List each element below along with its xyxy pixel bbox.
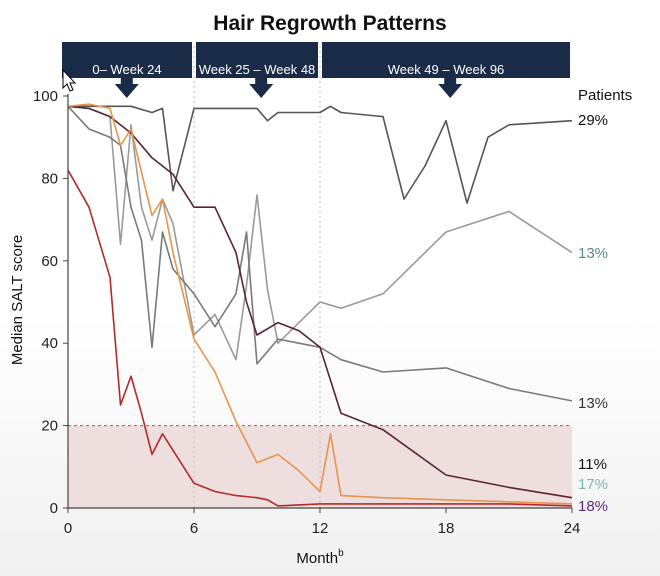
period-dividers xyxy=(193,46,321,508)
period-box xyxy=(322,42,570,78)
x-tick-label: 0 xyxy=(64,520,72,537)
series-line xyxy=(67,105,573,361)
threshold-region xyxy=(68,425,572,508)
y-tick-label: 80 xyxy=(41,170,58,187)
x-axis-label-superscript: b xyxy=(338,548,344,559)
x-axis-label: Monthb xyxy=(296,548,344,567)
period-arrow-icon xyxy=(114,78,139,98)
legend-title: Patients xyxy=(578,87,632,104)
series-line xyxy=(68,105,573,204)
series-line xyxy=(67,105,573,402)
series-line xyxy=(67,169,573,507)
period-box xyxy=(62,42,192,78)
y-axis-label: Median SALT score xyxy=(9,235,26,365)
period-label: Week 49 – Week 96 xyxy=(388,62,505,77)
series-percent-label: 11% xyxy=(578,456,607,473)
mouse-cursor-icon xyxy=(62,68,77,92)
series-labels: 29% 13% 13% 11% 17% 18% xyxy=(578,112,608,515)
x-axis-label-text: Month xyxy=(296,550,338,567)
series-line xyxy=(67,103,573,505)
x-tick-label: 24 xyxy=(564,520,581,537)
axes xyxy=(63,94,573,513)
y-tick-label: 60 xyxy=(41,253,58,270)
x-tick-label: 6 xyxy=(190,520,198,537)
series-lines xyxy=(67,103,573,507)
y-tick-label: 100 xyxy=(33,88,58,105)
y-tick-label: 0 xyxy=(50,500,58,517)
series-percent-label: 17% xyxy=(578,476,608,493)
series-percent-label: 13% xyxy=(578,395,608,412)
period-arrow-icon xyxy=(438,78,463,98)
series-percent-label: 18% xyxy=(578,498,608,515)
chart-title: Hair Regrowth Patterns xyxy=(213,12,446,35)
series-line xyxy=(67,105,573,499)
x-tick-label: 12 xyxy=(312,520,329,537)
series-percent-label: 29% xyxy=(578,112,608,129)
y-tick-label: 40 xyxy=(41,335,58,352)
period-arrow-icon xyxy=(249,78,274,98)
period-label: 0– Week 24 xyxy=(92,62,161,77)
period-label: Week 25 – Week 48 xyxy=(199,62,316,77)
tick-labels: 0 6 12 18 24 0 20 40 60 80 100 xyxy=(33,88,580,537)
period-box xyxy=(196,42,318,78)
series-percent-label: 13% xyxy=(578,245,608,262)
x-tick-label: 18 xyxy=(438,520,455,537)
y-tick-label: 20 xyxy=(41,418,58,435)
period-banner: 0– Week 24 Week 25 – Week 48 Week 49 – Wee… xyxy=(62,42,570,98)
